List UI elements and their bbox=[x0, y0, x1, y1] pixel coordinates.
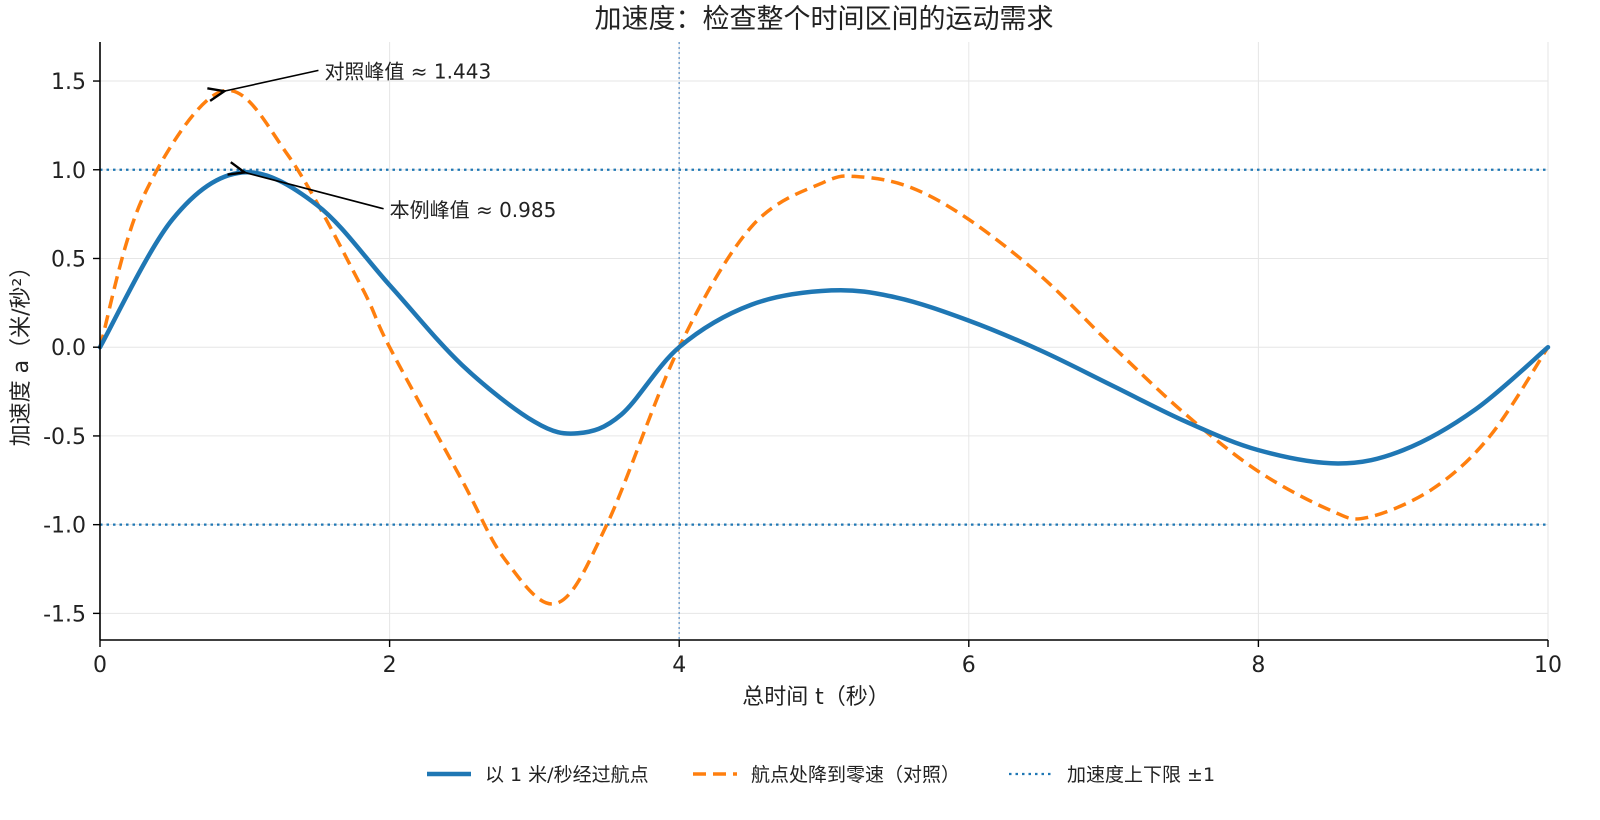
x-tick-label: 4 bbox=[672, 653, 686, 678]
x-tick-label: 10 bbox=[1534, 653, 1562, 678]
y-tick-label: 1.5 bbox=[51, 70, 86, 95]
x-tick-label: 8 bbox=[1251, 653, 1265, 678]
x-tick-label: 6 bbox=[962, 653, 976, 678]
x-axis-title: 总时间 t（秒） bbox=[742, 685, 890, 710]
zero-speed-curve bbox=[98, 88, 1550, 606]
y-axis-title: 加速度 a（米/秒²） bbox=[9, 256, 34, 447]
legend: 以 1 米/秒经过航点 航点处降到零速（对照） 加速度上下限 ±1 bbox=[427, 764, 1215, 786]
axes-layer: 0 2 4 6 8 10 1.5 1.0 0.5 0.0 -0.5 -1.0 -1.5 bbox=[43, 42, 1562, 678]
annotations-layer: 对照峰值 ≈ 1.443 本例峰值 ≈ 0.985 bbox=[224, 59, 557, 222]
x-tick-label: 2 bbox=[383, 653, 397, 678]
annotation-text: 对照峰值 ≈ 1.443 bbox=[324, 59, 491, 83]
annotation-text: 本例峰值 ≈ 0.985 bbox=[390, 198, 557, 222]
y-tick-label: -0.5 bbox=[43, 425, 86, 450]
annotation-arrow bbox=[224, 69, 319, 91]
grid-layer bbox=[99, 42, 1549, 640]
reference-lines-layer bbox=[100, 42, 1548, 640]
y-tick-label: 1.0 bbox=[51, 159, 86, 184]
annotation-arrow bbox=[245, 172, 384, 210]
y-tick-label: 0.0 bbox=[51, 336, 86, 361]
y-tick-label: -1.0 bbox=[43, 514, 86, 539]
pass-through-curve bbox=[97, 170, 1551, 466]
y-tick-label: 0.5 bbox=[51, 247, 86, 272]
series-layer bbox=[97, 88, 1551, 606]
y-tick-label: -1.5 bbox=[43, 602, 86, 627]
legend-label: 航点处降到零速（对照） bbox=[751, 764, 960, 786]
chart-title: 加速度：检查整个时间区间的运动需求 bbox=[595, 4, 1054, 35]
legend-label: 加速度上下限 ±1 bbox=[1067, 764, 1215, 786]
x-tick-label: 0 bbox=[93, 653, 107, 678]
legend-label: 以 1 米/秒经过航点 bbox=[485, 764, 649, 786]
